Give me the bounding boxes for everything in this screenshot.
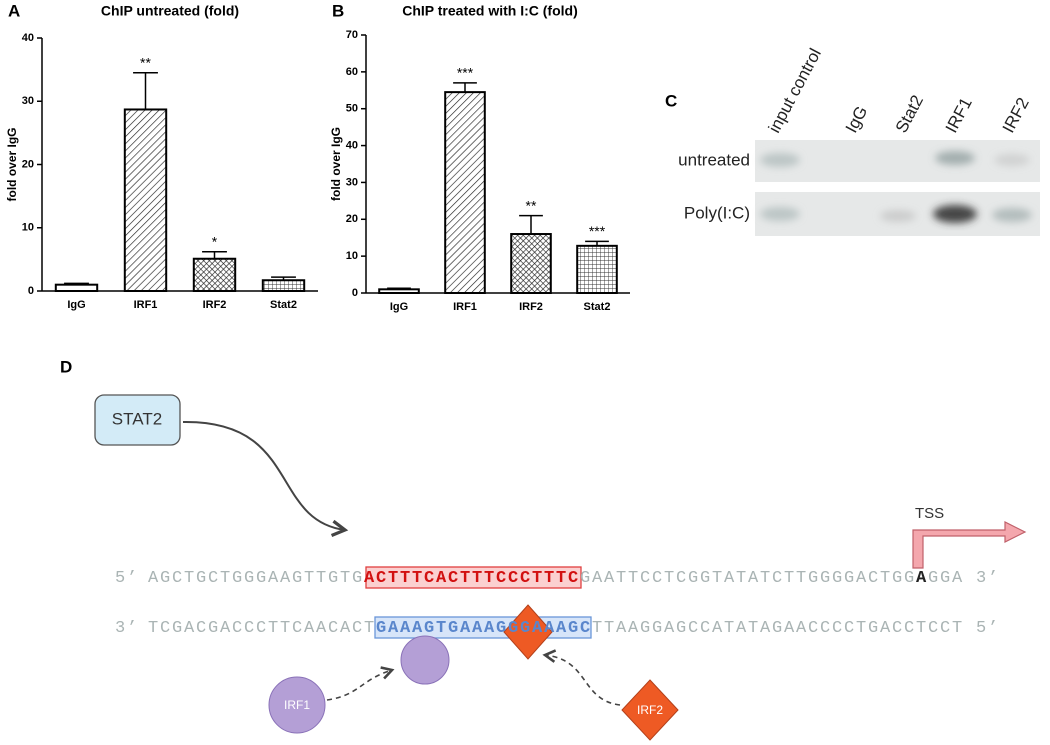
band: [760, 207, 800, 221]
sequence-part: GAAAGTGAAAGGGAAAGC: [376, 619, 592, 638]
x-tick-label: IRF1: [453, 301, 477, 313]
sequence-part: 5’: [115, 569, 151, 588]
motif-box: [365, 566, 582, 589]
sequence-part: TCGACGACCCTTCAACACT: [148, 619, 376, 638]
panel-label: A: [8, 1, 20, 20]
tss-label: TSS: [915, 505, 944, 522]
band: [994, 154, 1030, 166]
sequence-part: 3’: [964, 569, 1000, 588]
y-tick-label: 0: [28, 285, 34, 297]
x-tick-label: IgG: [390, 301, 408, 313]
band: [935, 151, 975, 165]
stat2-box: [94, 394, 181, 446]
y-tick-label: 0: [352, 287, 358, 299]
row-label: Poly(I:C): [684, 203, 750, 222]
y-tick-label: 40: [346, 139, 358, 151]
y-tick-label: 60: [346, 66, 358, 78]
significance: *: [212, 233, 218, 249]
bar: [378, 288, 420, 295]
tss-arrow: [912, 521, 1027, 569]
irf2-node: [621, 679, 679, 741]
band: [933, 205, 977, 223]
panel-label: D: [60, 357, 72, 376]
sequence-part: 3’: [115, 619, 151, 638]
irf1-bound: [400, 635, 450, 685]
chart-title: ChIP treated with I:C (fold): [402, 3, 578, 19]
x-tick-label: IRF2: [519, 301, 543, 313]
irf1-arrow: [326, 666, 395, 701]
band: [880, 210, 916, 222]
bar: [510, 233, 552, 294]
chart-title: ChIP untreated (fold): [101, 3, 239, 19]
y-tick-label: 20: [346, 213, 358, 225]
y-tick-label: 50: [346, 103, 358, 115]
lane-label: IRF2: [999, 95, 1033, 136]
significance: ***: [457, 65, 474, 81]
y-tick-label: 70: [346, 29, 358, 41]
y-tick-label: 30: [346, 176, 358, 188]
panel-label: C: [665, 91, 677, 110]
lane-label: IgG: [842, 103, 872, 136]
x-tick-label: IRF2: [203, 299, 227, 311]
panel-label: B: [332, 1, 344, 20]
gel-strip: [755, 140, 1040, 182]
significance: **: [526, 197, 537, 213]
irf1-node: [268, 676, 326, 734]
band: [992, 208, 1032, 222]
stat2-label: STAT2: [112, 409, 162, 428]
sequence-part: GAATTCCTCGGTATATCTTGGGGACTGG: [580, 569, 916, 588]
x-tick-label: IgG: [67, 299, 85, 311]
x-tick-label: Stat2: [270, 299, 297, 311]
significance: **: [140, 54, 151, 70]
bar: [192, 257, 237, 292]
sequence-part: TTAAGGAGCCATATAGAACCCCTGACCTCCT: [592, 619, 964, 638]
y-tick-label: 40: [22, 32, 34, 44]
band: [760, 153, 800, 167]
row-label: untreated: [678, 150, 750, 169]
bar: [576, 244, 618, 295]
irf2-bound: [503, 604, 553, 660]
sequence-part: 5’: [964, 619, 1000, 638]
bar: [54, 283, 99, 292]
lane-label: Stat2: [892, 92, 927, 136]
irf2-label: IRF2: [637, 703, 663, 717]
bar: [123, 108, 168, 292]
sequence: 3’ TCGACGACCCTTCAACACTGAAAGTGAAAGGGAAAGC…: [115, 619, 1000, 638]
bar: [261, 279, 306, 292]
sequence-part: ACTTTCACTTTCCCTTTC: [364, 569, 580, 588]
y-tick-label: 20: [22, 158, 34, 170]
sequence-part: A: [916, 569, 928, 588]
x-tick-label: IRF1: [134, 299, 158, 311]
y-tick-label: 30: [22, 95, 34, 107]
lane-label: IRF1: [942, 95, 976, 136]
lane-label: input control: [765, 45, 825, 136]
gel-bands: [760, 151, 1032, 223]
sequence: 5’ AGCTGCTGGGAAGTTGTGACTTTCACTTTCCCTTTCG…: [115, 569, 1000, 588]
y-axis-label: fold over IgG: [329, 127, 343, 201]
stat2-arrow: [182, 420, 349, 537]
y-tick-label: 10: [22, 222, 34, 234]
irf2-arrow: [542, 649, 621, 706]
sequence-part: GGA: [928, 569, 964, 588]
bar: [444, 91, 486, 294]
significance: ***: [589, 223, 606, 239]
x-tick-label: Stat2: [584, 301, 611, 313]
sequence-part: AGCTGCTGGGAAGTTGTG: [148, 569, 364, 588]
irf1-label: IRF1: [284, 698, 310, 712]
y-tick-label: 10: [346, 250, 358, 262]
y-axis-label: fold over IgG: [5, 127, 19, 201]
